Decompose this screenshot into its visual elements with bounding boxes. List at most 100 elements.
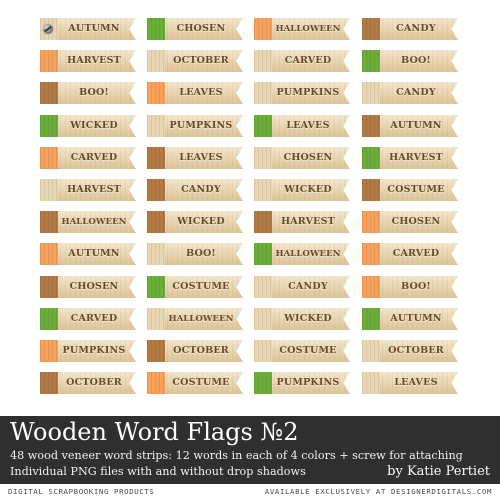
color-band: [254, 372, 272, 394]
flag-word: AUTUMN: [68, 248, 120, 259]
flag-word: HARVEST: [281, 216, 335, 227]
flag-word: PUMPKINS: [276, 87, 340, 98]
word-flag: HALLOWEEN: [254, 243, 350, 265]
color-band: [40, 179, 58, 201]
color-band: [147, 211, 165, 233]
flag-word: PUMPKINS: [62, 345, 126, 356]
flag-word: HARVEST: [389, 152, 443, 163]
color-band: [147, 179, 165, 201]
color-band: [40, 308, 58, 330]
flag-word: COSTUME: [172, 281, 230, 292]
word-flag: CHOSEN: [40, 276, 136, 298]
word-flag: AUTUMN: [362, 308, 458, 330]
flag-word: CANDY: [288, 281, 328, 292]
word-flag: HARVEST: [40, 50, 136, 72]
flag-word: CARVED: [284, 55, 332, 66]
flag-word: OCTOBER: [173, 345, 229, 356]
color-band: [40, 50, 58, 72]
color-band: [254, 211, 272, 233]
color-band: [147, 308, 165, 330]
flag-word: WICKED: [284, 184, 332, 195]
word-flag: AUTUMN: [40, 18, 136, 40]
color-band: [254, 340, 272, 362]
color-band: [362, 308, 380, 330]
word-flag: CANDY: [362, 18, 458, 40]
word-flag: WICKED: [254, 308, 350, 330]
flag-word: WICKED: [70, 120, 118, 131]
word-flag: PUMPKINS: [254, 82, 350, 104]
color-band: [40, 147, 58, 169]
word-flag: WICKED: [40, 115, 136, 137]
word-flag: CANDY: [147, 179, 243, 201]
flag-word: CARVED: [392, 248, 440, 259]
word-flag: OCTOBER: [147, 340, 243, 362]
flag-word: LEAVES: [179, 152, 223, 163]
color-band: [147, 18, 165, 40]
product-title: Wooden Word Flags №2: [10, 418, 299, 446]
color-band: [362, 243, 380, 265]
color-band: [254, 308, 272, 330]
color-band: [40, 115, 58, 137]
flag-word: AUTUMN: [68, 23, 120, 34]
footer-store-link[interactable]: AVAILABLE EXCLUSIVELY AT DESIGNERDIGITAL…: [264, 487, 492, 496]
color-band: [362, 147, 380, 169]
word-flag: OCTOBER: [40, 372, 136, 394]
footer-bar: DIGITAL SCRAPBOOKING PRODUCTS AVAILABLE …: [0, 484, 500, 500]
flag-word: HARVEST: [67, 55, 121, 66]
color-band: [40, 276, 58, 298]
color-band: [147, 372, 165, 394]
flag-word: HALLOWEEN: [275, 249, 341, 259]
word-flag: OCTOBER: [362, 340, 458, 362]
color-band: [362, 276, 380, 298]
product-description-line-2: Individual PNG files with and without dr…: [10, 465, 306, 478]
color-band: [40, 211, 58, 233]
flag-word: CARVED: [70, 152, 118, 163]
flag-word: CHOSEN: [283, 152, 333, 163]
word-flag: BOO!: [40, 82, 136, 104]
word-flag: HALLOWEEN: [254, 18, 350, 40]
flag-word: PUMPKINS: [169, 120, 233, 131]
flag-word: LEAVES: [286, 120, 330, 131]
color-band: [362, 179, 380, 201]
flag-word: COSTUME: [387, 184, 445, 195]
flag-word: COSTUME: [279, 345, 337, 356]
color-band: [147, 115, 165, 137]
color-band: [362, 211, 380, 233]
color-band: [147, 82, 165, 104]
word-flag: CARVED: [254, 50, 350, 72]
color-band: [40, 372, 58, 394]
color-band: [362, 18, 380, 40]
flag-word: CARVED: [70, 313, 118, 324]
color-band: [254, 82, 272, 104]
word-flag: CHOSEN: [254, 147, 350, 169]
flag-word: AUTUMN: [390, 120, 442, 131]
word-flag: LEAVES: [147, 147, 243, 169]
word-flag: AUTUMN: [362, 115, 458, 137]
flag-word: CANDY: [396, 87, 436, 98]
word-flag: LEAVES: [147, 82, 243, 104]
color-band: [254, 50, 272, 72]
product-description-line-1: 48 wood veneer word strips: 12 words in …: [10, 449, 463, 462]
word-flag: COSTUME: [254, 340, 350, 362]
word-flag: WICKED: [147, 211, 243, 233]
word-flag: HARVEST: [40, 179, 136, 201]
screw-icon: [43, 24, 53, 34]
flag-word: BOO!: [401, 55, 431, 66]
color-band: [254, 179, 272, 201]
word-flag: HARVEST: [362, 147, 458, 169]
color-band: [362, 372, 380, 394]
flag-word: BOO!: [401, 281, 431, 292]
color-band: [362, 340, 380, 362]
color-band: [147, 50, 165, 72]
word-flag: CHOSEN: [147, 18, 243, 40]
color-band: [362, 82, 380, 104]
word-flag: AUTUMN: [40, 243, 136, 265]
word-flag: CARVED: [40, 308, 136, 330]
flag-word: CANDY: [181, 184, 221, 195]
color-band: [362, 115, 380, 137]
flag-word: BOO!: [79, 87, 109, 98]
author-credit: by Katie Pertiet: [387, 464, 490, 479]
product-banner: Wooden Word Flags №2 48 wood veneer word…: [0, 416, 500, 484]
flag-word: OCTOBER: [66, 377, 122, 388]
flag-word: LEAVES: [394, 377, 438, 388]
